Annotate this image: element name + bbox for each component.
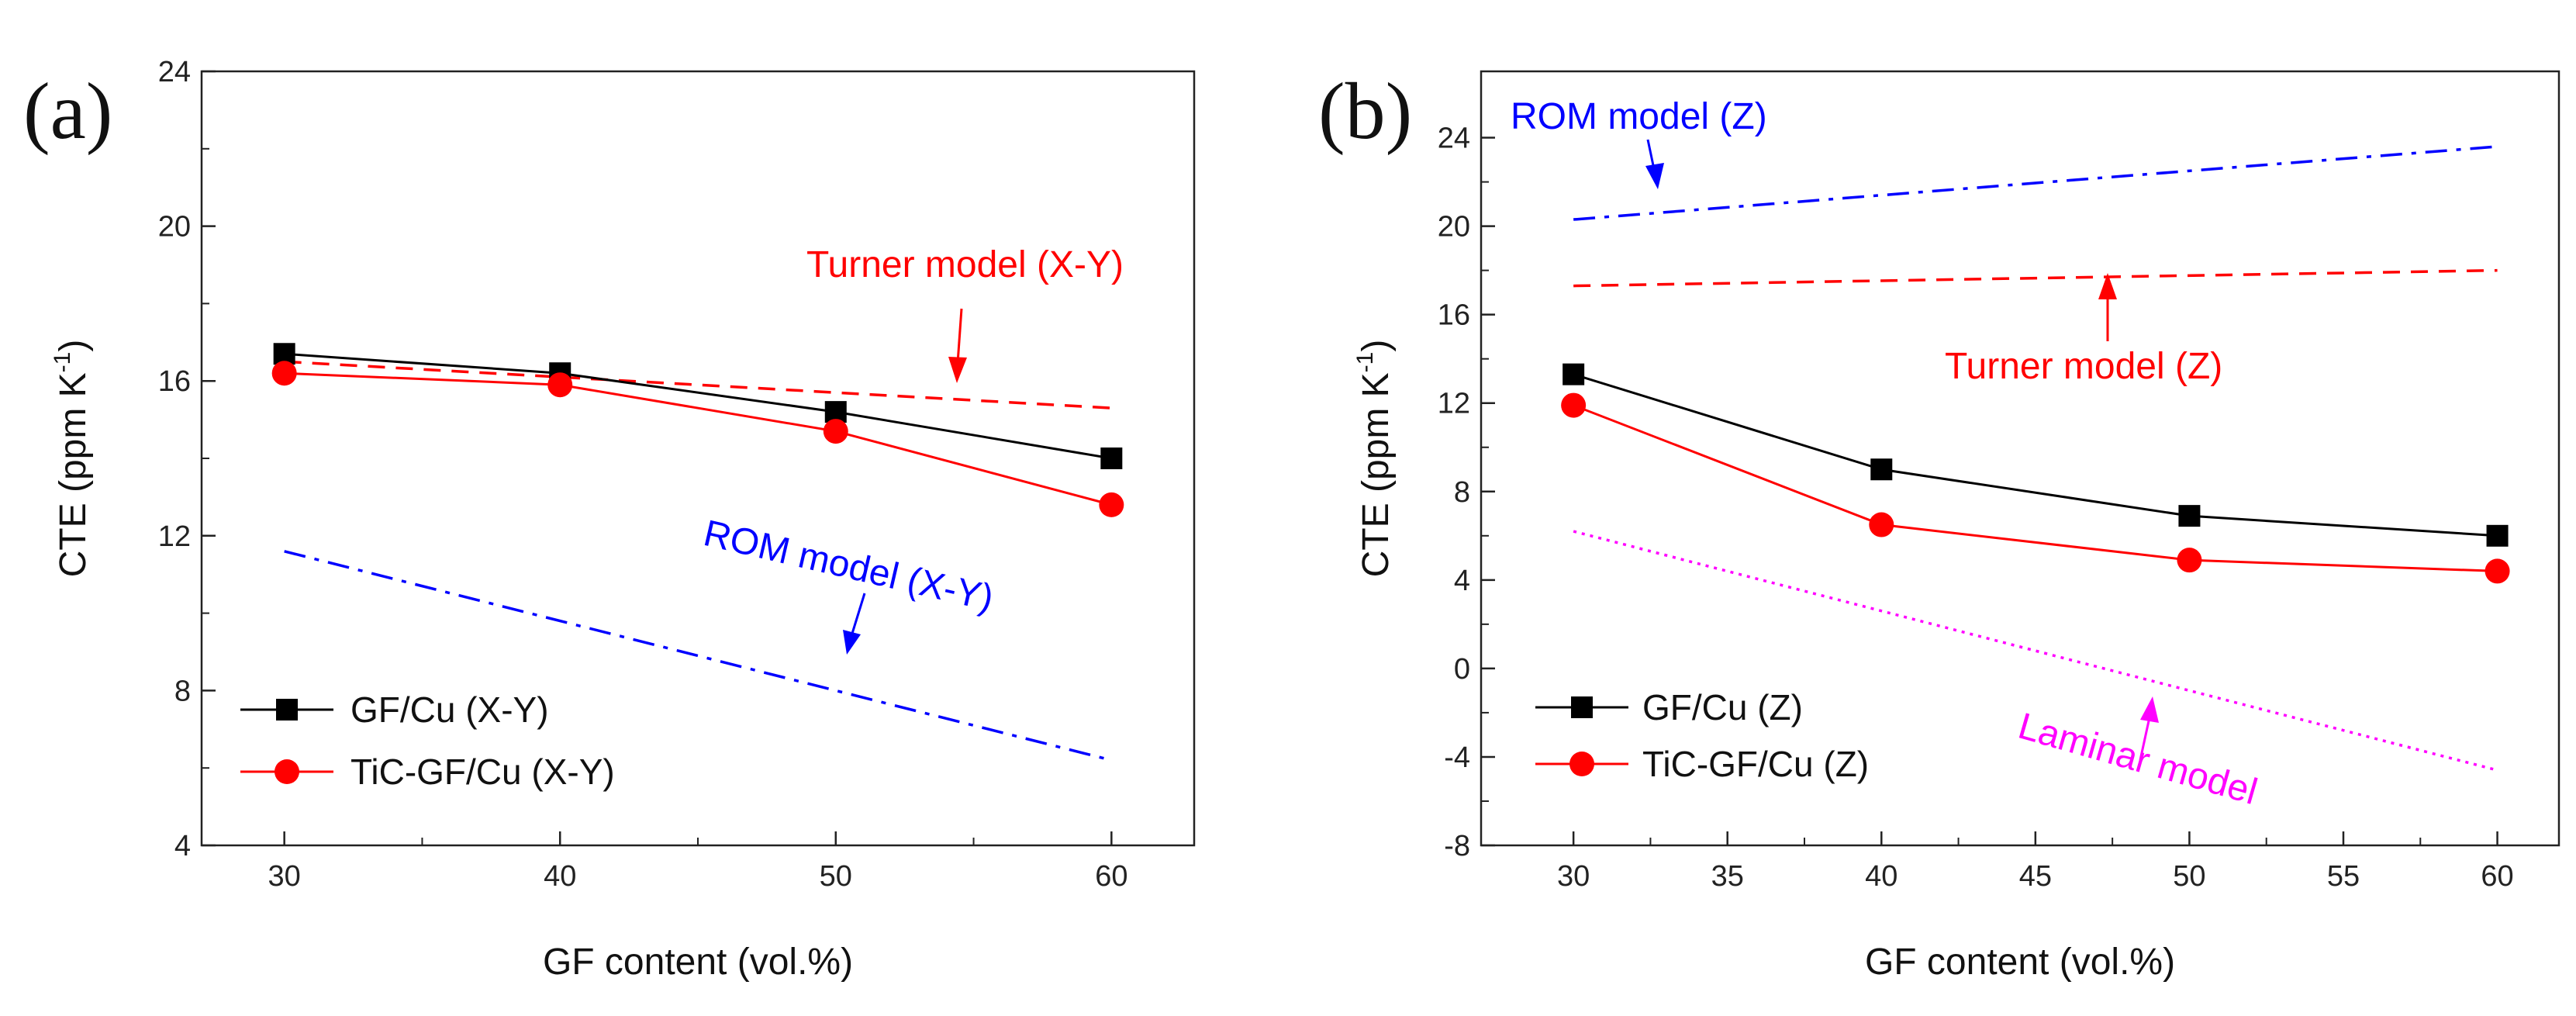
panel-a-model-lines [284, 360, 1112, 762]
panel-a-point-0-60 [1100, 448, 1123, 469]
panel-a-point-1-60 [1099, 492, 1124, 517]
panel-b-ytick-label-16: 16 [1438, 299, 1470, 332]
panel-a-xtick-label-40: 40 [544, 860, 576, 893]
panel-a-point-1-30 [271, 361, 297, 386]
panel-b-label: (b) [1318, 67, 1412, 156]
panel-b-ylabel-sup: -1 [1352, 352, 1378, 373]
panel-b-ytick-label-12: 12 [1438, 388, 1470, 420]
panel-a-point-1-40 [547, 372, 573, 398]
panel-b-xtick-label-60: 60 [2481, 860, 2513, 893]
panel-b-ylabel: CTE (ppm K-1) [1352, 340, 1397, 578]
legend-marker-circle [1569, 752, 1594, 776]
panel-b-ylabel-main: CTE (ppm K [1355, 372, 1397, 577]
panel-b-point-0-50 [2178, 505, 2201, 527]
panel-a-ticks: 30 40 50 60 4 8 12 16 20 24 [158, 56, 1128, 893]
panel-a-ylabel: CTE (ppm K-1) [50, 340, 94, 578]
legend-label-gfcu-xy: GF/Cu (X-Y) [350, 689, 549, 730]
panel-b-point-1-50 [2177, 548, 2202, 573]
annotation-rom-xy: ROM model (X-Y) [700, 513, 998, 619]
panel-a: (a) 30 40 50 60 4 8 12 16 20 24 GF content (vol.%… [23, 56, 1196, 983]
panel-a-point-1-50 [823, 419, 848, 444]
panel-b-ticks: 30 35 40 45 50 55 60 -8 -4 0 4 8 12 16 20 24 [1438, 123, 2514, 893]
legend-label-tic-xy: TiC-GF/Cu (X-Y) [350, 752, 615, 792]
panel-a-ylabel-sup: -1 [50, 352, 75, 373]
arrow-turner-xy [948, 308, 967, 383]
legend-marker-square [276, 699, 298, 721]
legend-label-gfcu-z: GF/Cu (Z) [1642, 687, 1803, 727]
panel-b-xtick-label-45: 45 [2019, 860, 2052, 893]
panel-a-ytick-label-8: 8 [174, 675, 191, 707]
panel-a-ylabel-close: ) [53, 340, 94, 352]
panel-b-series-line-1 [1573, 404, 2498, 572]
panel-a-xtick-label-60: 60 [1095, 860, 1127, 893]
arrow-rom-z [1645, 139, 1664, 189]
panel-b-point-1-60 [2484, 558, 2510, 584]
panel-a-series [271, 343, 1124, 517]
annotation-laminar: Laminar model [2014, 706, 2262, 813]
annotation-turner-xy: Turner model (X-Y) [806, 244, 1124, 285]
panel-a-ytick-label-12: 12 [158, 520, 191, 553]
panel-a-legend: GF/Cu (X-Y) TiC-GF/Cu (X-Y) [240, 689, 615, 792]
panel-b-xtick-label-30: 30 [1557, 860, 1590, 893]
panel-b-point-1-40 [1869, 512, 1894, 537]
panel-a-xlabel: GF content (vol.%) [543, 942, 853, 983]
panel-b-model-line-2 [1573, 530, 2498, 772]
legend-marker-square [1571, 696, 1593, 718]
arrow-rom-xy [843, 593, 866, 655]
panel-b-ytick-label--4: -4 [1444, 741, 1470, 774]
panel-a-xtick-label-30: 30 [268, 860, 301, 893]
panel-b-model-line-0 [1573, 145, 2498, 221]
panel-b-ytick-label--8: -8 [1444, 830, 1470, 862]
legend-label-tic-z: TiC-GF/Cu (Z) [1642, 744, 1869, 784]
panel-b: (b) 30 35 40 45 50 55 60 -8 -4 0 4 8 12 16 20 24 GF con… [1318, 67, 2560, 983]
annotation-turner-z: Turner model (Z) [1945, 346, 2222, 387]
panel-b-point-0-40 [1870, 458, 1893, 481]
panel-a-xtick-label-50: 50 [820, 860, 852, 893]
panel-b-ytick-label-24: 24 [1438, 123, 1470, 155]
annotation-rom-z: ROM model (Z) [1511, 96, 1767, 137]
panel-b-ytick-label-8: 8 [1454, 476, 1470, 509]
panel-b-point-0-30 [1563, 363, 1585, 385]
panel-a-ytick-label-4: 4 [174, 830, 191, 862]
panel-b-plot-frame [1480, 70, 2560, 847]
panel-b-series [1561, 363, 2510, 584]
panel-b-point-1-30 [1561, 392, 1587, 418]
panel-b-ytick-label-20: 20 [1438, 211, 1470, 244]
arrow-laminar [2139, 696, 2159, 761]
panel-a-model-line-0 [284, 360, 1112, 410]
panel-b-model-lines [1573, 145, 2498, 772]
panel-b-ytick-label-0: 0 [1454, 653, 1470, 686]
panel-a-model-line-1 [284, 550, 1112, 762]
panel-b-legend: GF/Cu (Z) TiC-GF/Cu (Z) [1535, 687, 1869, 784]
panel-b-ytick-label-4: 4 [1454, 565, 1470, 597]
panel-a-series-line-1 [284, 371, 1112, 506]
panel-b-series-line-0 [1573, 373, 2498, 537]
panel-b-model-line-1 [1573, 268, 2498, 288]
arrow-turner-z [2098, 273, 2117, 341]
panel-a-ytick-label-24: 24 [158, 56, 191, 88]
panel-a-series-line-0 [284, 352, 1112, 460]
panel-b-xtick-label-55: 55 [2327, 860, 2360, 893]
panel-a-label: (a) [23, 67, 112, 156]
panel-a-ylabel-main: CTE (ppm K [53, 372, 94, 577]
panel-b-xtick-label-40: 40 [1865, 860, 1897, 893]
panel-b-point-0-60 [2486, 524, 2509, 547]
panel-b-ylabel-close: ) [1355, 340, 1397, 352]
legend-marker-circle [275, 759, 299, 784]
panel-b-xtick-label-35: 35 [1711, 860, 1744, 893]
panel-a-ytick-label-20: 20 [158, 211, 191, 244]
panel-a-ytick-label-16: 16 [158, 365, 191, 398]
panel-b-xlabel: GF content (vol.%) [1865, 942, 2175, 983]
panel-b-xtick-label-50: 50 [2173, 860, 2205, 893]
